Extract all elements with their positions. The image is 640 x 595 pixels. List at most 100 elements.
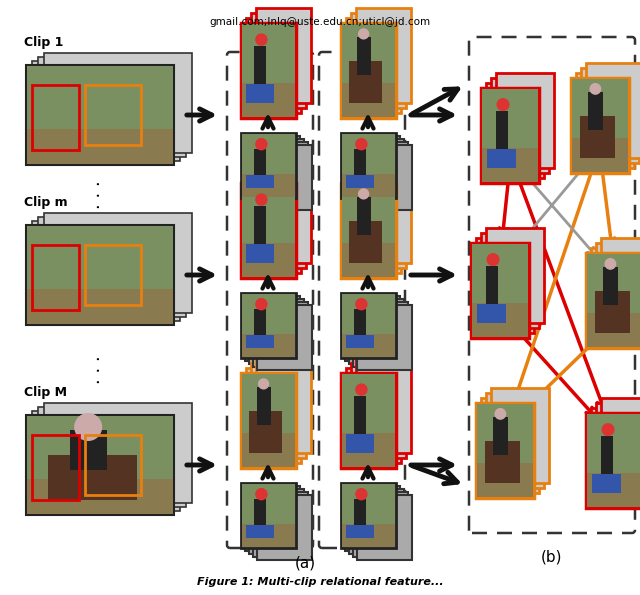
FancyBboxPatch shape	[255, 8, 310, 102]
FancyBboxPatch shape	[241, 133, 296, 198]
FancyBboxPatch shape	[244, 486, 300, 550]
FancyBboxPatch shape	[580, 115, 614, 158]
FancyBboxPatch shape	[44, 53, 192, 153]
FancyBboxPatch shape	[591, 248, 640, 343]
FancyBboxPatch shape	[241, 483, 296, 547]
FancyBboxPatch shape	[592, 474, 621, 493]
FancyBboxPatch shape	[344, 486, 399, 550]
Circle shape	[356, 139, 367, 150]
FancyBboxPatch shape	[355, 396, 366, 444]
Circle shape	[602, 424, 614, 436]
FancyBboxPatch shape	[495, 111, 508, 159]
FancyBboxPatch shape	[257, 494, 312, 559]
FancyBboxPatch shape	[346, 368, 401, 462]
FancyBboxPatch shape	[477, 403, 533, 496]
FancyBboxPatch shape	[250, 12, 305, 108]
FancyBboxPatch shape	[355, 309, 366, 342]
FancyBboxPatch shape	[351, 12, 406, 108]
Circle shape	[497, 99, 509, 111]
FancyBboxPatch shape	[340, 483, 396, 547]
Circle shape	[356, 299, 367, 310]
Circle shape	[256, 34, 267, 45]
FancyBboxPatch shape	[482, 148, 538, 181]
FancyBboxPatch shape	[493, 416, 508, 455]
FancyBboxPatch shape	[26, 415, 174, 515]
FancyBboxPatch shape	[255, 358, 310, 453]
FancyBboxPatch shape	[346, 335, 374, 347]
FancyBboxPatch shape	[241, 433, 294, 466]
FancyBboxPatch shape	[349, 139, 403, 203]
Circle shape	[358, 189, 369, 199]
FancyBboxPatch shape	[595, 290, 630, 333]
FancyBboxPatch shape	[27, 289, 173, 324]
FancyBboxPatch shape	[246, 84, 273, 104]
FancyBboxPatch shape	[342, 293, 394, 356]
FancyBboxPatch shape	[581, 67, 639, 162]
FancyBboxPatch shape	[346, 17, 401, 112]
FancyBboxPatch shape	[342, 133, 394, 196]
FancyBboxPatch shape	[353, 491, 408, 556]
FancyBboxPatch shape	[346, 177, 401, 273]
Text: gmail.com;lnlq@uste.edu.cn;uticl@jd.com: gmail.com;lnlq@uste.edu.cn;uticl@jd.com	[209, 17, 431, 27]
FancyBboxPatch shape	[586, 412, 640, 508]
FancyBboxPatch shape	[246, 368, 301, 462]
FancyBboxPatch shape	[482, 89, 538, 181]
FancyBboxPatch shape	[246, 525, 273, 538]
FancyBboxPatch shape	[346, 434, 374, 453]
Circle shape	[75, 414, 102, 440]
FancyBboxPatch shape	[342, 183, 394, 277]
FancyBboxPatch shape	[32, 61, 180, 161]
Circle shape	[605, 259, 616, 269]
FancyBboxPatch shape	[600, 436, 613, 484]
FancyBboxPatch shape	[349, 488, 403, 553]
FancyBboxPatch shape	[587, 473, 640, 506]
FancyBboxPatch shape	[250, 362, 305, 458]
FancyBboxPatch shape	[253, 302, 307, 367]
FancyBboxPatch shape	[254, 46, 266, 94]
FancyBboxPatch shape	[356, 494, 412, 559]
FancyBboxPatch shape	[355, 499, 366, 531]
Circle shape	[487, 254, 499, 265]
FancyBboxPatch shape	[241, 183, 296, 277]
FancyBboxPatch shape	[32, 221, 180, 321]
FancyBboxPatch shape	[355, 168, 410, 262]
FancyBboxPatch shape	[587, 313, 640, 346]
FancyBboxPatch shape	[472, 303, 528, 337]
FancyBboxPatch shape	[476, 237, 534, 333]
FancyBboxPatch shape	[601, 397, 640, 493]
FancyBboxPatch shape	[349, 221, 381, 263]
FancyBboxPatch shape	[246, 175, 273, 188]
FancyBboxPatch shape	[587, 253, 640, 346]
Circle shape	[259, 379, 269, 389]
FancyBboxPatch shape	[344, 136, 399, 201]
FancyBboxPatch shape	[477, 304, 506, 323]
FancyBboxPatch shape	[250, 173, 305, 268]
FancyBboxPatch shape	[248, 299, 303, 364]
FancyBboxPatch shape	[353, 142, 408, 206]
Circle shape	[356, 384, 367, 395]
FancyBboxPatch shape	[346, 525, 374, 538]
FancyBboxPatch shape	[38, 57, 186, 157]
FancyBboxPatch shape	[355, 149, 366, 181]
FancyBboxPatch shape	[244, 296, 300, 361]
FancyBboxPatch shape	[241, 23, 294, 117]
FancyBboxPatch shape	[586, 62, 640, 158]
FancyBboxPatch shape	[241, 83, 294, 117]
FancyBboxPatch shape	[340, 183, 396, 277]
FancyBboxPatch shape	[241, 293, 296, 358]
FancyBboxPatch shape	[471, 243, 529, 337]
FancyBboxPatch shape	[241, 293, 294, 356]
FancyBboxPatch shape	[246, 17, 301, 112]
FancyBboxPatch shape	[481, 87, 539, 183]
Circle shape	[358, 29, 369, 39]
FancyBboxPatch shape	[601, 237, 640, 333]
Text: (a): (a)	[294, 555, 316, 570]
FancyBboxPatch shape	[486, 393, 544, 487]
FancyBboxPatch shape	[340, 133, 396, 198]
FancyBboxPatch shape	[244, 136, 300, 201]
Text: Clip 1: Clip 1	[24, 36, 63, 49]
Text: · · ·: · · ·	[91, 181, 109, 209]
FancyBboxPatch shape	[27, 66, 173, 164]
FancyBboxPatch shape	[254, 309, 266, 342]
FancyBboxPatch shape	[349, 61, 381, 104]
